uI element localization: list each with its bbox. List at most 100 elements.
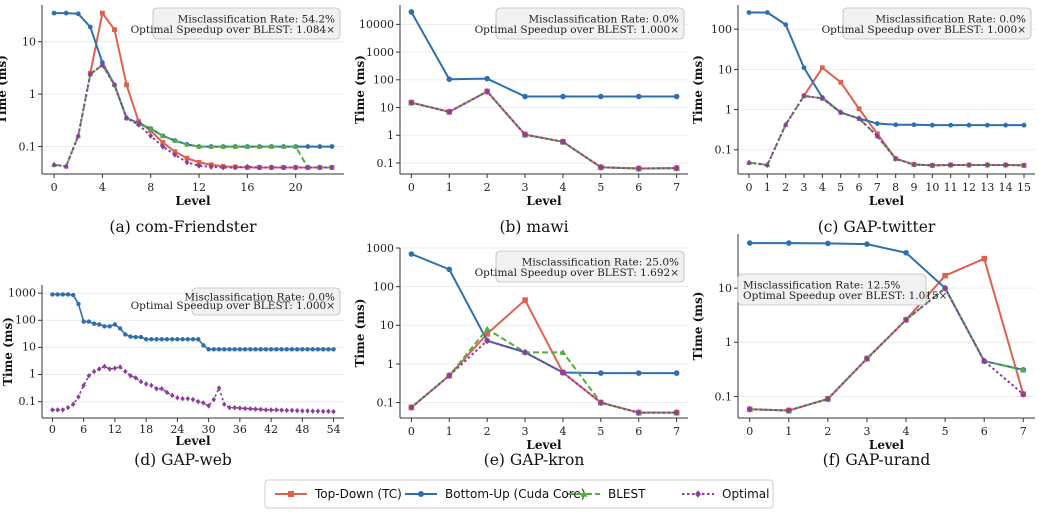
y-tick-label: 100: [711, 23, 732, 36]
series-line: [749, 11, 1024, 127]
data-point: [929, 122, 935, 128]
data-point: [268, 407, 274, 413]
data-point: [408, 403, 415, 411]
data-point: [484, 331, 490, 337]
y-tick-label: 0.1: [715, 144, 733, 157]
annotation-box: Misclassification Rate: 0.0%Optimal Spee…: [822, 7, 1032, 40]
data-point: [825, 240, 831, 247]
series-blest: [746, 93, 1027, 168]
data-point: [220, 143, 226, 149]
data-point: [764, 10, 770, 15]
data-point: [284, 407, 289, 414]
x-tick-label: 0: [746, 425, 753, 438]
x-tick-label: 6: [635, 425, 642, 438]
series-top-down-tc: [801, 65, 1027, 168]
data-point: [185, 337, 190, 342]
data-point: [279, 347, 284, 352]
data-point: [211, 347, 217, 352]
data-point: [143, 337, 149, 342]
series-line: [803, 66, 1025, 167]
data-point: [196, 143, 202, 149]
data-point: [274, 347, 279, 352]
data-point: [128, 373, 133, 379]
data-point: [51, 161, 57, 168]
data-point: [981, 255, 987, 262]
data-point: [1021, 122, 1027, 128]
series-blest: [408, 88, 680, 172]
data-point: [133, 375, 138, 381]
data-point: [257, 164, 262, 171]
series-line: [749, 287, 1024, 412]
data-point: [160, 140, 166, 145]
data-point: [331, 347, 336, 352]
data-point: [154, 385, 159, 392]
data-point: [310, 347, 315, 352]
series-optimal: [50, 363, 336, 415]
data-point: [635, 370, 642, 376]
panel-caption: (b) mawi: [499, 218, 568, 236]
x-tick-label: 36: [233, 423, 247, 436]
data-point: [305, 164, 311, 171]
y-tick-label: 0.1: [377, 396, 395, 409]
x-tick-label: 12: [108, 423, 122, 436]
data-point: [86, 373, 92, 379]
legend-label: Optimal: [722, 487, 769, 501]
data-point: [180, 337, 185, 342]
data-point: [216, 385, 222, 391]
data-point: [598, 163, 604, 171]
y-axis-label: Time (ms): [0, 55, 9, 124]
data-point: [746, 405, 753, 413]
data-point: [929, 162, 935, 169]
data-point: [294, 407, 300, 414]
misclassification-rate-text: Misclassification Rate: 0.0%: [184, 292, 335, 304]
data-point: [184, 159, 190, 166]
annotation-background: [495, 7, 685, 40]
data-point: [280, 143, 287, 149]
data-point: [100, 61, 105, 68]
x-tick-label: 42: [264, 423, 278, 436]
data-point: [65, 404, 71, 411]
data-point: [76, 394, 81, 400]
data-point: [284, 347, 289, 352]
data-point: [208, 163, 214, 170]
x-tick-label: 0: [49, 423, 56, 436]
data-point: [903, 316, 909, 324]
x-tick-label: 13: [980, 181, 994, 194]
data-point: [206, 347, 211, 352]
y-tick-label: 10: [380, 319, 394, 332]
chart-panel-4: 0.1 1 10 100 1000 0 6 12 18 24 30 36 42 48 54 Level Time…: [1, 285, 344, 469]
data-point: [315, 408, 321, 414]
x-axis-label: Level: [869, 194, 905, 208]
x-tick-label: 6: [80, 423, 87, 436]
y-tick-label: 0.1: [19, 395, 37, 408]
y-tick-label: 1: [387, 129, 394, 142]
x-tick-label: 7: [673, 181, 680, 194]
data-point: [1020, 366, 1027, 373]
legend: Top-Down (TC) Bottom-Up (Cuda Core) BLEST O…: [264, 479, 774, 509]
x-tick-label: 3: [801, 181, 808, 194]
data-point: [484, 337, 490, 345]
data-point: [560, 138, 566, 146]
data-point: [128, 334, 133, 339]
x-tick-label: 1: [446, 425, 453, 438]
data-point: [786, 240, 792, 246]
y-tick-label: 1: [387, 358, 394, 371]
data-point: [783, 22, 789, 28]
data-point: [893, 122, 899, 128]
data-point: [60, 292, 66, 297]
data-point: [300, 408, 305, 414]
data-point: [522, 131, 528, 139]
y-tick-label: 100: [15, 313, 36, 326]
data-point: [75, 11, 81, 17]
data-point: [819, 65, 825, 71]
data-point: [825, 395, 831, 403]
x-tick-label: 0: [408, 425, 415, 438]
misclassification-rate-text: Misclassification Rate: 12.5%: [743, 280, 900, 292]
data-point: [269, 164, 274, 171]
data-point: [124, 82, 129, 88]
data-point: [216, 347, 222, 352]
x-tick-label: 3: [522, 425, 529, 438]
data-point: [635, 409, 642, 417]
legend-frame: [264, 479, 774, 509]
